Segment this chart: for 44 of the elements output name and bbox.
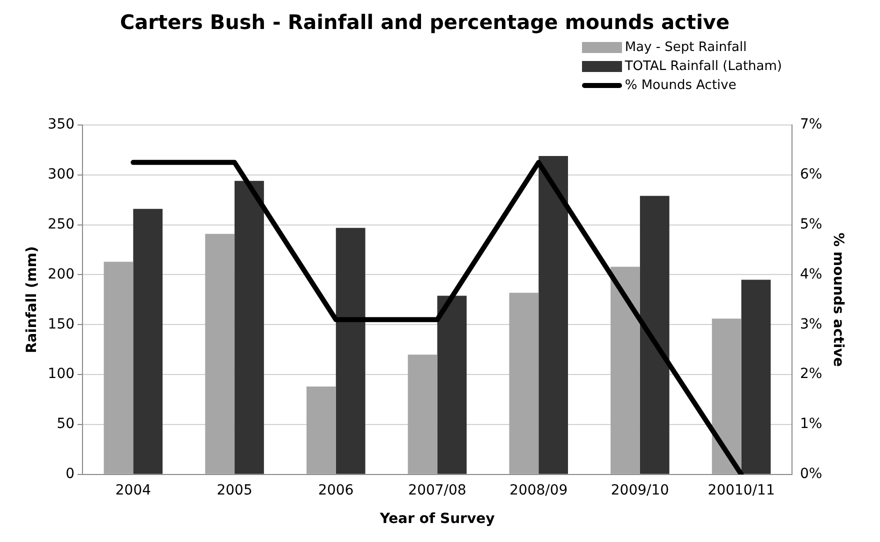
y2-axis-title: % mounds active	[830, 232, 846, 367]
bar	[712, 318, 742, 474]
y-tick-label: 0	[66, 466, 75, 482]
y-tick-label: 100	[48, 366, 75, 382]
y-tick-label: 250	[48, 216, 75, 232]
x-axis-title: Year of Survey	[378, 511, 495, 528]
bar	[234, 180, 264, 474]
bar	[104, 262, 134, 474]
bar	[336, 228, 366, 474]
x-tick-label: 2009/10	[610, 482, 670, 498]
x-tick-label: 2007/08	[408, 482, 466, 498]
y2-tick-label: 3%	[800, 316, 822, 332]
bar	[408, 354, 438, 474]
bar	[205, 234, 235, 474]
y2-tick-label: 0%	[800, 466, 822, 482]
x-tick-label: 20010/11	[708, 482, 775, 498]
chart-title: Carters Bush - Rainfall and percentage mounds active	[120, 10, 730, 34]
bar	[741, 280, 771, 474]
legend-label: May - Sept Rainfall	[624, 40, 747, 55]
y-tick-label: 150	[48, 316, 75, 332]
x-tick-label: 2006	[318, 482, 354, 498]
x-tick-label: 2005	[216, 482, 252, 498]
bar	[509, 292, 539, 474]
y-tick-label: 50	[56, 416, 75, 432]
bar	[133, 208, 163, 474]
y2-tick-label: 1%	[800, 416, 822, 432]
y2-tick-label: 4%	[800, 266, 822, 282]
y2-tick-label: 5%	[800, 216, 822, 232]
bar	[538, 156, 568, 474]
y2-tick-label: 2%	[800, 366, 822, 382]
x-tick-label: 2008/09	[510, 482, 568, 498]
y-tick-label: 350	[48, 116, 75, 133]
y2-tick-label: 7%	[800, 116, 822, 133]
x-tick-label: 2004	[115, 482, 152, 498]
legend-label: TOTAL Rainfall (Latham)	[624, 59, 782, 74]
bar	[306, 386, 336, 474]
y2-tick-label: 6%	[800, 166, 822, 183]
y-tick-label: 300	[48, 166, 75, 183]
bar	[437, 296, 467, 474]
y-axis-title: Rainfall (mm)	[24, 246, 40, 354]
y-tick-label: 200	[48, 266, 75, 282]
legend-label: % Mounds Active	[624, 78, 736, 93]
bar	[610, 266, 640, 474]
bar	[640, 196, 670, 474]
